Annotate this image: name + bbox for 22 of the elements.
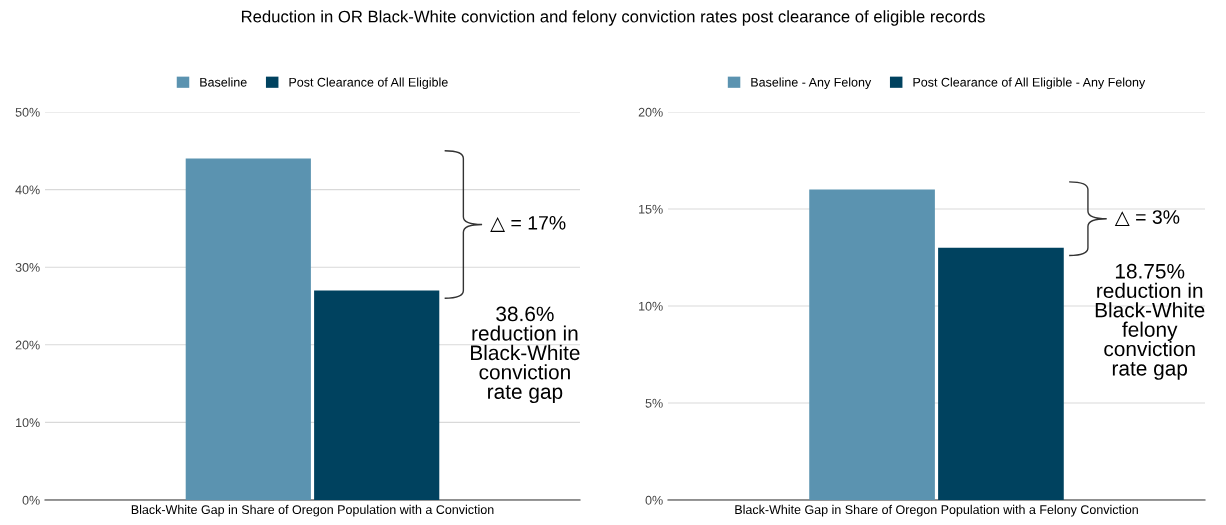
y-tick-label: 20% (638, 107, 663, 117)
y-tick-label: 0% (645, 495, 663, 505)
legend-label: Baseline (200, 77, 247, 87)
y-tick-label: 5% (645, 398, 663, 408)
y-tick-label: 10% (639, 301, 663, 311)
y-tick-label: 30% (15, 263, 40, 272)
annotation: 18.75% reduction in Black-White felony conviction rate gap (1095, 263, 1205, 380)
legend-label: Baseline - Any Felony (751, 77, 872, 90)
y-tick-label: 40% (15, 185, 40, 195)
y-tick-label: 20% (15, 340, 40, 350)
y-tick-label: 10% (16, 418, 40, 428)
y-tick-label: 0% (22, 495, 40, 505)
y-tick-label: 50% (15, 107, 40, 117)
legend-label: Post Clearance of All Eligible - Any Felony (913, 77, 1146, 90)
annotation: △ = 3% (1114, 210, 1180, 227)
annotation: 38.6% reduction in Black-White conviction rate gap (471, 306, 580, 404)
legend-label: Post Clearance of All Eligible (289, 77, 448, 90)
x-tick-label: Black-White Gap in Share of Oregon Population with a Felony Conviction (735, 504, 1138, 517)
annotation: △ = 17% (490, 216, 566, 232)
x-tick-label: Black-White Gap in Share of Oregon Population with a Conviction (131, 504, 494, 517)
text: Reduction in OR Black-White conviction and felony conviction rates post clearance of eligible records (241, 10, 985, 26)
y-tick-label: 15% (639, 204, 663, 214)
